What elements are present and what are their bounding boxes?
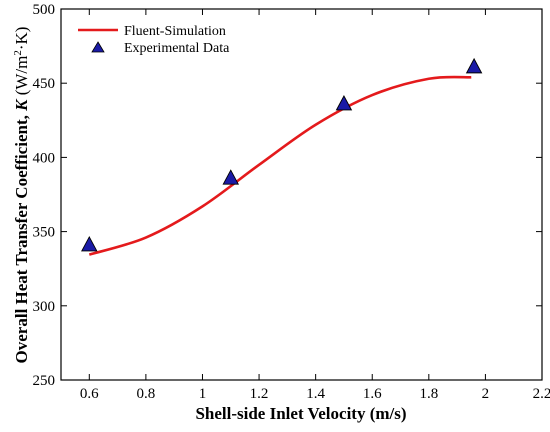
x-tick-label: 1.8 xyxy=(419,386,438,402)
experimental-data-point xyxy=(335,95,353,111)
x-axis-label: Shell-side Inlet Velocity (m/s) xyxy=(195,404,406,423)
legend-triangle-swatch xyxy=(91,41,105,53)
legend-label-fluent-simulation: Fluent-Simulation xyxy=(124,24,226,39)
legend: Fluent-Simulation Experimental Data xyxy=(78,24,230,56)
x-axis: 0.6 0.8 1 1.2 1.4 1.6 1.8 2 2.2 xyxy=(80,9,550,402)
experimental-data-markers xyxy=(81,57,483,252)
y-tick-label: 500 xyxy=(33,2,56,18)
x-tick-label: 0.8 xyxy=(137,386,156,402)
y-tick-label: 350 xyxy=(33,225,56,241)
x-tick-label: 2 xyxy=(482,386,490,402)
legend-label-experimental-data: Experimental Data xyxy=(124,41,230,56)
y-axis-label: Overall Heat Transfer Coefficient, K (W/… xyxy=(12,27,31,364)
x-tick-label: 1 xyxy=(199,386,207,402)
x-tick-label: 1.4 xyxy=(306,386,325,402)
experimental-data-point xyxy=(81,236,98,252)
x-tick-label: 0.6 xyxy=(80,386,99,402)
y-tick-label: 250 xyxy=(33,373,56,389)
x-tick-label: 1.2 xyxy=(250,386,269,402)
y-axis: 250 300 350 400 450 500 xyxy=(33,2,542,389)
plot-area-frame xyxy=(60,8,543,381)
y-tick-label: 400 xyxy=(33,150,56,166)
experimental-data-point xyxy=(222,169,240,185)
y-tick-label: 450 xyxy=(33,76,56,92)
experimental-data-point xyxy=(465,57,483,74)
x-tick-label: 2.2 xyxy=(533,386,550,402)
y-tick-label: 300 xyxy=(33,299,56,315)
x-tick-label: 1.6 xyxy=(363,386,382,402)
fluent-simulation-line xyxy=(88,75,472,256)
